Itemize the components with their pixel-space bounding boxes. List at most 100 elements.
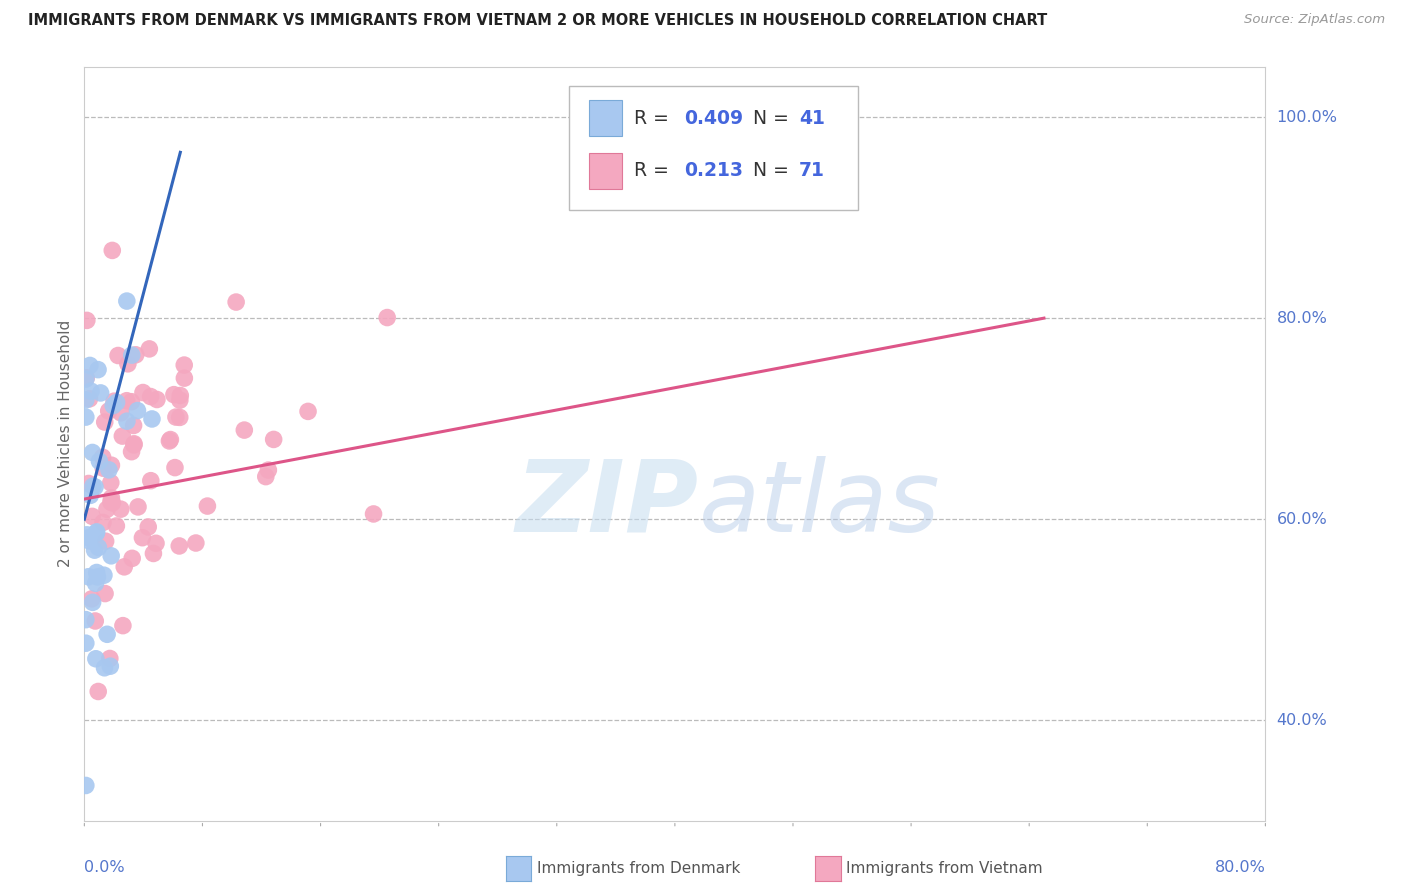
Point bbox=[145, 536, 167, 550]
Bar bbox=[589, 100, 621, 136]
Point bbox=[121, 444, 143, 458]
Point bbox=[169, 393, 191, 408]
Point bbox=[111, 429, 134, 443]
Text: 40.0%: 40.0% bbox=[1277, 713, 1327, 728]
Point bbox=[84, 652, 107, 666]
Point bbox=[82, 479, 104, 493]
Point bbox=[101, 244, 124, 258]
Point bbox=[82, 595, 104, 609]
Point bbox=[79, 488, 101, 502]
Point bbox=[122, 438, 145, 452]
Bar bbox=[589, 153, 621, 189]
Point bbox=[89, 454, 111, 468]
Point bbox=[110, 502, 132, 516]
Point bbox=[96, 502, 118, 516]
Point bbox=[111, 618, 134, 632]
Point bbox=[163, 387, 186, 401]
Point bbox=[169, 388, 191, 402]
Point bbox=[86, 566, 108, 580]
Point bbox=[375, 310, 398, 325]
Point bbox=[98, 651, 121, 665]
Text: 41: 41 bbox=[799, 109, 825, 128]
Point bbox=[100, 475, 122, 490]
Point bbox=[184, 536, 207, 550]
Point bbox=[86, 570, 108, 584]
Point bbox=[76, 313, 98, 327]
Point bbox=[225, 295, 247, 310]
Point bbox=[93, 661, 115, 675]
Point bbox=[141, 412, 163, 426]
Text: Immigrants from Vietnam: Immigrants from Vietnam bbox=[846, 862, 1043, 876]
Point bbox=[82, 509, 104, 524]
Point bbox=[77, 533, 100, 548]
Point bbox=[157, 434, 180, 448]
Point bbox=[91, 516, 114, 530]
Point bbox=[75, 392, 97, 407]
Point bbox=[167, 539, 190, 553]
Text: 80.0%: 80.0% bbox=[1277, 310, 1327, 326]
Point bbox=[84, 480, 107, 494]
Point bbox=[110, 406, 132, 420]
Text: 71: 71 bbox=[799, 161, 825, 180]
Point bbox=[79, 392, 101, 406]
Point bbox=[146, 392, 169, 407]
Point bbox=[84, 614, 107, 628]
Point bbox=[121, 394, 143, 409]
Point bbox=[83, 543, 105, 558]
Point bbox=[76, 528, 98, 542]
Point bbox=[163, 460, 186, 475]
Text: R =: R = bbox=[634, 109, 675, 128]
Point bbox=[96, 627, 118, 641]
Point bbox=[112, 559, 135, 574]
Point bbox=[100, 458, 122, 473]
Point bbox=[100, 491, 122, 505]
Point bbox=[75, 410, 97, 425]
Text: N =: N = bbox=[741, 109, 794, 128]
Point bbox=[121, 551, 143, 566]
Point bbox=[263, 433, 285, 447]
Point bbox=[93, 415, 115, 429]
Point bbox=[82, 445, 104, 459]
Point bbox=[115, 414, 138, 428]
Point bbox=[90, 385, 112, 400]
Point bbox=[105, 519, 128, 533]
Point bbox=[86, 526, 108, 541]
Text: N =: N = bbox=[741, 161, 794, 180]
Point bbox=[91, 461, 114, 475]
Point bbox=[91, 450, 114, 465]
Text: 0.213: 0.213 bbox=[685, 161, 744, 180]
Text: ZIP: ZIP bbox=[516, 456, 699, 552]
Point bbox=[100, 495, 122, 509]
Point bbox=[115, 294, 138, 309]
Point bbox=[94, 586, 117, 600]
FancyBboxPatch shape bbox=[568, 86, 858, 211]
Point bbox=[75, 779, 97, 793]
Point bbox=[80, 591, 103, 606]
Point bbox=[138, 342, 160, 356]
Point bbox=[77, 531, 100, 545]
Point bbox=[233, 423, 256, 437]
Point bbox=[75, 372, 97, 386]
Point bbox=[131, 531, 153, 545]
Text: 60.0%: 60.0% bbox=[1277, 512, 1327, 526]
Text: 100.0%: 100.0% bbox=[1277, 110, 1337, 125]
Point bbox=[77, 476, 100, 491]
Point bbox=[98, 659, 121, 673]
Point bbox=[127, 403, 149, 417]
Point bbox=[87, 362, 110, 376]
Text: IMMIGRANTS FROM DENMARK VS IMMIGRANTS FROM VIETNAM 2 OR MORE VEHICLES IN HOUSEHO: IMMIGRANTS FROM DENMARK VS IMMIGRANTS FR… bbox=[28, 13, 1047, 29]
Point bbox=[103, 394, 125, 409]
Point bbox=[84, 576, 107, 591]
Point bbox=[142, 546, 165, 560]
Point bbox=[297, 404, 319, 418]
Text: 0.0%: 0.0% bbox=[84, 860, 125, 874]
Text: 80.0%: 80.0% bbox=[1215, 860, 1265, 874]
Point bbox=[136, 520, 159, 534]
Point bbox=[173, 358, 195, 372]
Point bbox=[127, 500, 149, 514]
Point bbox=[87, 684, 110, 698]
Point bbox=[75, 636, 97, 650]
Point bbox=[101, 496, 124, 510]
Point bbox=[159, 433, 181, 447]
Point bbox=[122, 437, 145, 451]
